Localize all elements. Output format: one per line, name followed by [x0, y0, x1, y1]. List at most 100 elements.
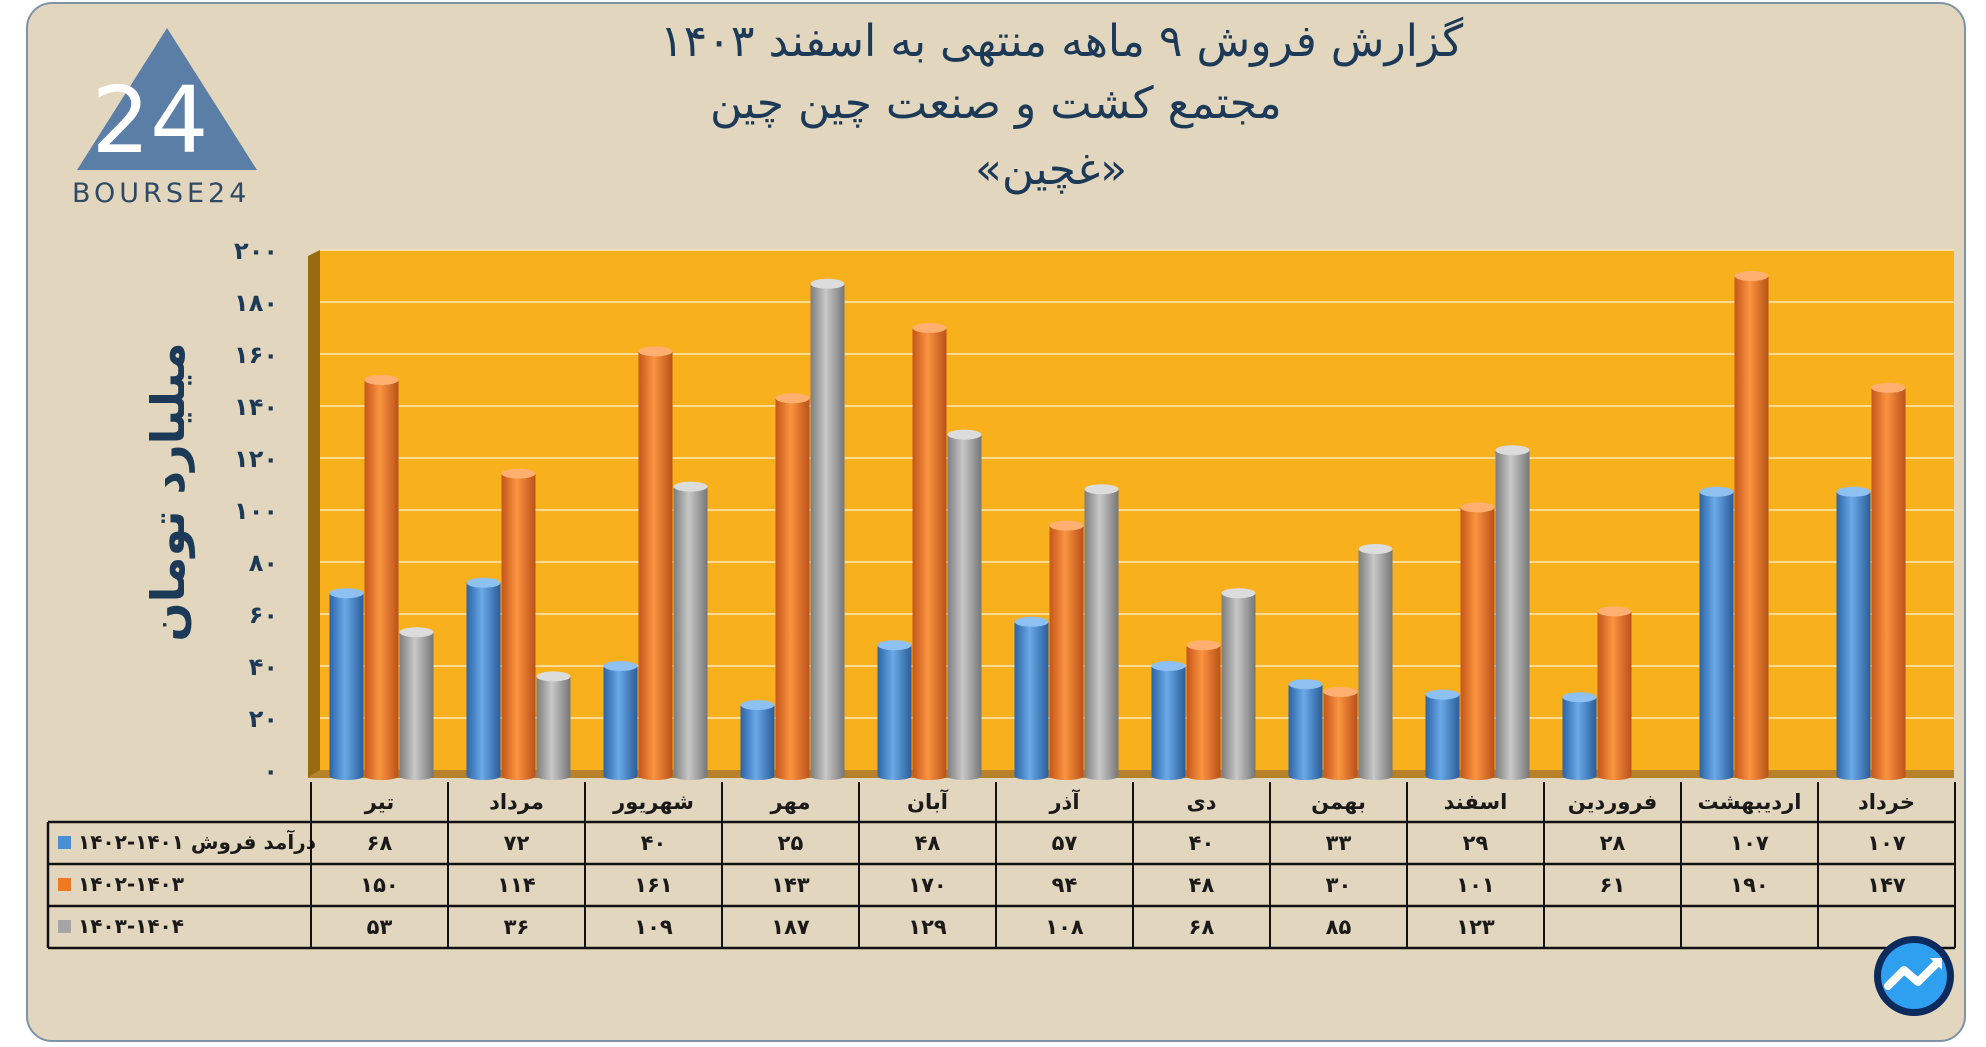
bar-base — [364, 772, 399, 780]
bar-base — [1014, 772, 1049, 780]
data-value: ۲۵ — [777, 831, 804, 855]
bar-base — [1562, 772, 1597, 780]
bar-top — [1425, 689, 1460, 700]
bar-top — [947, 429, 982, 440]
logo-number: 24 — [91, 67, 208, 174]
category-label: اردیبهشت — [1697, 790, 1802, 814]
y-tick-label: ۱۲۰ — [234, 445, 278, 473]
data-table: تیر مرداد شهریور مهر آبان آذر دی بهمن اسفند فرورد… — [48, 782, 1946, 952]
bar-base — [1734, 772, 1769, 780]
bar-1 — [603, 666, 638, 776]
bar-1 — [877, 645, 912, 776]
chart-trend-icon — [1874, 936, 1954, 1016]
bar-top — [1014, 616, 1049, 627]
bar-base — [1495, 772, 1530, 780]
bar-2 — [1460, 507, 1495, 776]
bar-base — [638, 772, 673, 780]
data-value: ۱۰۸ — [1045, 915, 1084, 939]
data-value: ۶۱ — [1599, 873, 1626, 897]
bar-base — [466, 772, 501, 780]
bar-3 — [1084, 489, 1119, 776]
bar-1 — [1836, 491, 1871, 776]
plot-floor — [308, 770, 1954, 778]
series-row-2: ۱۴۰۲-۱۴۰۳ ۱۵۰ ۱۱۴ ۱۶۱ ۱۴۳ ۱۷۰ ۹۴ ۴۸ ۳۰ ۱۰۱ ۶۱ ۱۹۰ ۱۴… — [48, 864, 1946, 906]
category-label: آبان — [907, 790, 948, 814]
data-value: ۱۰۷ — [1867, 831, 1906, 855]
bar-1 — [740, 705, 775, 776]
ticker-symbol: «غچین» — [975, 144, 1128, 195]
bar-1 — [329, 593, 364, 776]
bar-base — [1358, 772, 1393, 780]
series-legend-2: ۱۴۰۲-۱۴۰۳ — [48, 864, 310, 904]
data-value: ۱۱۴ — [497, 873, 536, 897]
bar-2 — [912, 328, 947, 776]
series-name: ۱۴۰۲-۱۴۰۳ — [78, 872, 184, 896]
series-name: ۱۴۰۳-۱۴۰۴ — [78, 914, 184, 938]
bar-2 — [364, 380, 399, 776]
legend-swatch — [58, 878, 71, 891]
data-value: ۳۰ — [1325, 873, 1352, 897]
data-value: ۱۷۰ — [908, 873, 947, 897]
bar-3 — [673, 486, 708, 776]
y-tick-label: ۱۸۰ — [234, 289, 278, 317]
bar-top — [1460, 502, 1495, 513]
data-value: ۶۸ — [1188, 915, 1215, 939]
bar-1 — [1425, 694, 1460, 776]
data-value: ۱۲۳ — [1456, 915, 1495, 939]
category-label: مهر — [770, 790, 811, 814]
bar-top — [1288, 679, 1323, 690]
bar-top — [1358, 544, 1393, 554]
data-value: ۱۹۰ — [1730, 873, 1769, 897]
bar-top — [1562, 692, 1597, 703]
bar-2 — [501, 473, 536, 776]
bar-top — [638, 346, 673, 357]
y-tick-label: ۸۰ — [249, 549, 278, 577]
data-value: ۱۴۷ — [1867, 873, 1906, 897]
bar-1 — [1699, 491, 1734, 776]
bar-1 — [1288, 684, 1323, 776]
bars — [329, 271, 1906, 780]
data-value: ۳۶ — [503, 915, 530, 939]
bar-2 — [1049, 525, 1084, 776]
bar-3 — [1358, 549, 1393, 776]
bar-base — [947, 772, 982, 780]
bar-base — [1186, 772, 1221, 780]
y-tick-label: ۰ — [263, 757, 278, 785]
data-value: ۴۰ — [1188, 831, 1215, 855]
bar-2 — [638, 351, 673, 776]
bar-base — [740, 772, 775, 780]
y-tick-label: ۶۰ — [249, 601, 278, 629]
data-value: ۴۰ — [640, 831, 667, 855]
bar-base — [1221, 772, 1256, 780]
category-label: فروردین — [1567, 790, 1658, 814]
legend-swatch — [58, 836, 71, 849]
data-value: ۱۰۱ — [1456, 873, 1495, 897]
category-label: دی — [1186, 790, 1217, 814]
bar-base — [603, 772, 638, 780]
bar-base — [1597, 772, 1632, 780]
data-value: ۷۲ — [503, 831, 530, 855]
bar-top — [501, 468, 536, 479]
data-value: ۲۸ — [1599, 831, 1626, 855]
bar-top — [1871, 382, 1906, 393]
bar-top — [1084, 484, 1119, 495]
data-value — [1681, 906, 1818, 948]
bar-3 — [1495, 450, 1530, 776]
bar-2 — [1597, 611, 1632, 776]
bar-top — [364, 375, 399, 385]
bar-top — [810, 278, 845, 289]
bar-2 — [775, 398, 810, 776]
y-axis-label: میلیارد تومان — [141, 342, 195, 642]
data-value: ۱۵۰ — [360, 873, 399, 897]
bar-3 — [810, 283, 845, 776]
company-name: مجتمع کشت و صنعت چین چین — [710, 78, 1282, 129]
bar-top — [1836, 486, 1871, 497]
data-value: ۱۴۳ — [771, 873, 810, 897]
bar-1 — [1562, 697, 1597, 776]
legend-swatch — [58, 920, 71, 933]
bar-2 — [1323, 692, 1358, 776]
data-value: ۹۴ — [1051, 873, 1078, 897]
bar-top — [466, 577, 501, 588]
data-value: ۴۸ — [1188, 873, 1215, 897]
y-tick-label: ۲۰ — [249, 705, 278, 733]
